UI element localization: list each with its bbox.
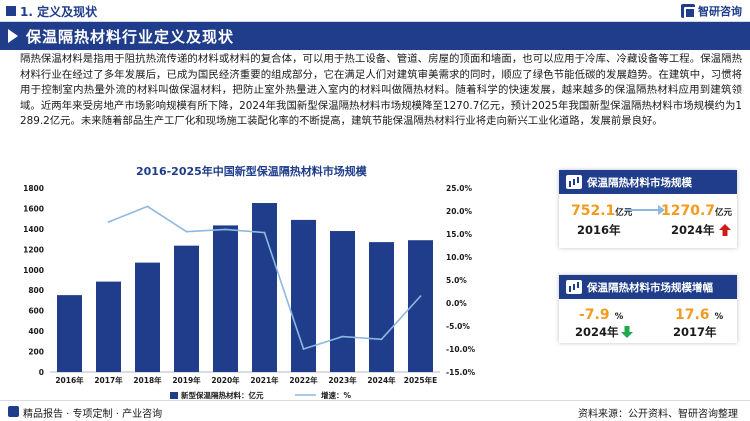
x-tick-label: 2021年 xyxy=(250,375,279,385)
y-left-tick-label: 1400 xyxy=(23,225,44,234)
page-title: 保温隔热材料行业定义及现状 xyxy=(26,28,235,46)
peak-unit: % xyxy=(714,312,724,322)
market-size-chart: 0 200 400 600 800 1000 1200 1400 1600 1800 -15.0% -… xyxy=(23,184,476,400)
x-tick-label: 2017年 xyxy=(94,375,123,385)
decline-value: -7.9 xyxy=(579,307,610,323)
bar xyxy=(57,295,82,372)
market-size-card: 保温隔热材料市场规模 752.1亿元 1270.7亿元 2016年 2024年 xyxy=(559,170,737,248)
growth-rate-point xyxy=(263,231,266,234)
intro-paragraph: 隔热保温材料是指用于阻抗热流传递的材料或材料的复合体，可以用于热工设备、管道、房… xyxy=(20,53,742,128)
x-tick-label: 2024年 xyxy=(367,375,396,385)
start-value-group: 752.1亿元 xyxy=(571,200,632,219)
bar-chart-icon xyxy=(566,280,582,294)
legend-line-label: 增速：% xyxy=(321,390,351,400)
y-left-tick-label: 800 xyxy=(28,286,44,295)
x-tick-label: 2023年 xyxy=(328,375,357,385)
play-arrow-icon xyxy=(8,29,18,43)
bar xyxy=(330,231,355,372)
brand-logo-icon xyxy=(681,4,696,19)
growth-rate-point xyxy=(302,348,305,350)
top-bar: 1. 定义及现状 智研咨询 xyxy=(0,0,750,22)
footer-services: 精品报告 · 专项定制 · 产业咨询 xyxy=(23,409,163,420)
y-left-tick-label: 1600 xyxy=(23,204,44,213)
y-right-tick-label: 10.0% xyxy=(446,253,473,262)
section-square-icon xyxy=(6,6,16,16)
growth-rate-point xyxy=(224,228,227,231)
y-right-tick-label: 20.0% xyxy=(446,207,473,216)
y-right-tick-label: 25.0% xyxy=(446,184,473,193)
bar-chart-icon xyxy=(566,175,582,189)
bar xyxy=(96,281,121,372)
y-left-tick-label: 200 xyxy=(28,348,44,357)
card-title: 保温隔热材料市场规模增幅 xyxy=(587,282,713,294)
top-divider xyxy=(0,21,750,22)
down-arrow-icon xyxy=(621,326,633,338)
start-unit: 亿元 xyxy=(615,208,633,218)
y-left-tick-label: 1200 xyxy=(23,245,44,254)
y-right-tick-label: 0.0% xyxy=(446,299,467,308)
x-tick-label: 2018年 xyxy=(133,375,162,385)
bar xyxy=(135,262,160,372)
end-value: 1270.7 xyxy=(661,203,716,219)
end-unit: 亿元 xyxy=(715,208,733,218)
brand-logo-text: 智研咨询 xyxy=(698,5,742,18)
up-arrow-icon xyxy=(719,224,731,236)
peak-year: 2017年 xyxy=(673,325,717,339)
x-tick-label: 2025年E xyxy=(404,375,438,385)
footer-logo-icon xyxy=(8,406,19,417)
growth-rate-point xyxy=(146,205,149,208)
y-right-tick-label: -15.0% xyxy=(446,368,476,377)
x-tick-label: 2020年 xyxy=(211,375,240,385)
decline-year: 2024年 xyxy=(575,325,619,339)
y-left-tick-label: 0 xyxy=(39,368,44,377)
y-right-tick-label: 15.0% xyxy=(446,230,473,239)
card-header: 保温隔热材料市场规模增幅 xyxy=(559,275,737,299)
section-label: 1. 定义及现状 xyxy=(20,5,98,19)
y-left-tick-label: 1800 xyxy=(23,184,44,193)
chart-title: 2016-2025年中国新型保温隔热材料市场规模 xyxy=(136,165,367,178)
x-tick-label: 2016年 xyxy=(55,375,84,385)
growth-rate-point xyxy=(185,230,188,233)
end-value-group: 1270.7亿元 xyxy=(661,200,732,219)
bar xyxy=(252,203,277,372)
decline-value-group: -7.9 % xyxy=(579,304,623,323)
legend-bar-swatch xyxy=(170,392,178,399)
footer: 精品报告 · 专项定制 · 产业咨询 资料来源：公开资料、智研咨询整理 xyxy=(0,400,750,421)
title-banner: 保温隔热材料行业定义及现状 xyxy=(0,22,750,50)
data-source: 资料来源：公开资料、智研咨询整理 xyxy=(578,409,738,420)
growth-rate-card: 保温隔热材料市场规模增幅 -7.9 % 17.6 % 2024年 2017年 xyxy=(559,275,737,343)
legend-bar-label: 新型保温隔热材料：亿元 xyxy=(181,390,264,400)
y-left-tick-label: 1000 xyxy=(23,266,44,275)
bar xyxy=(369,242,394,372)
right-arrow-icon xyxy=(625,205,665,215)
growth-rate-point xyxy=(107,221,110,223)
growth-rate-point xyxy=(380,338,383,341)
decline-unit: % xyxy=(614,312,624,322)
y-right-tick-label: -10.0% xyxy=(446,345,476,354)
start-value: 752.1 xyxy=(571,203,616,219)
brand-logo: 智研咨询 xyxy=(681,3,742,19)
bar xyxy=(174,245,199,372)
x-tick-label: 2022年 xyxy=(289,375,318,385)
bar xyxy=(213,225,238,372)
y-left-tick-label: 600 xyxy=(28,307,44,316)
growth-rate-point xyxy=(341,335,344,338)
y-right-tick-label: -5.0% xyxy=(446,322,470,331)
growth-rate-point xyxy=(419,295,422,297)
peak-value: 17.6 xyxy=(675,307,710,323)
x-tick-label: 2019年 xyxy=(172,375,201,385)
card-title: 保温隔热材料市场规模 xyxy=(587,177,692,189)
card-header: 保温隔热材料市场规模 xyxy=(559,170,737,194)
y-right-tick-label: 5.0% xyxy=(446,276,467,285)
peak-value-group: 17.6 % xyxy=(675,304,723,323)
end-year: 2024年 xyxy=(671,223,715,237)
start-year: 2016年 xyxy=(577,223,621,237)
y-left-tick-label: 400 xyxy=(28,327,44,336)
